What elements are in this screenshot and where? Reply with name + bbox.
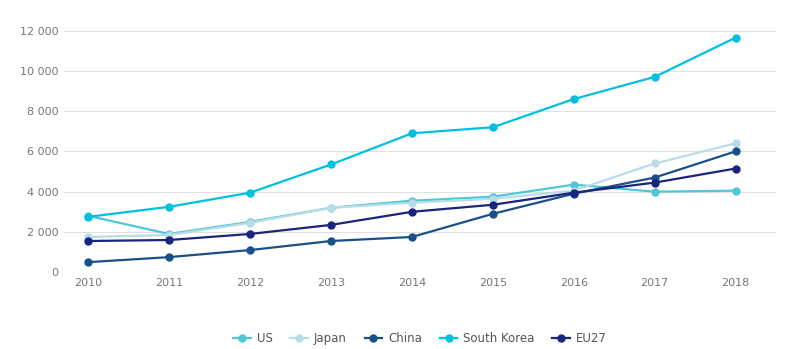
Legend: US, Japan, China, South Korea, EU27: US, Japan, China, South Korea, EU27 [228,328,612,349]
